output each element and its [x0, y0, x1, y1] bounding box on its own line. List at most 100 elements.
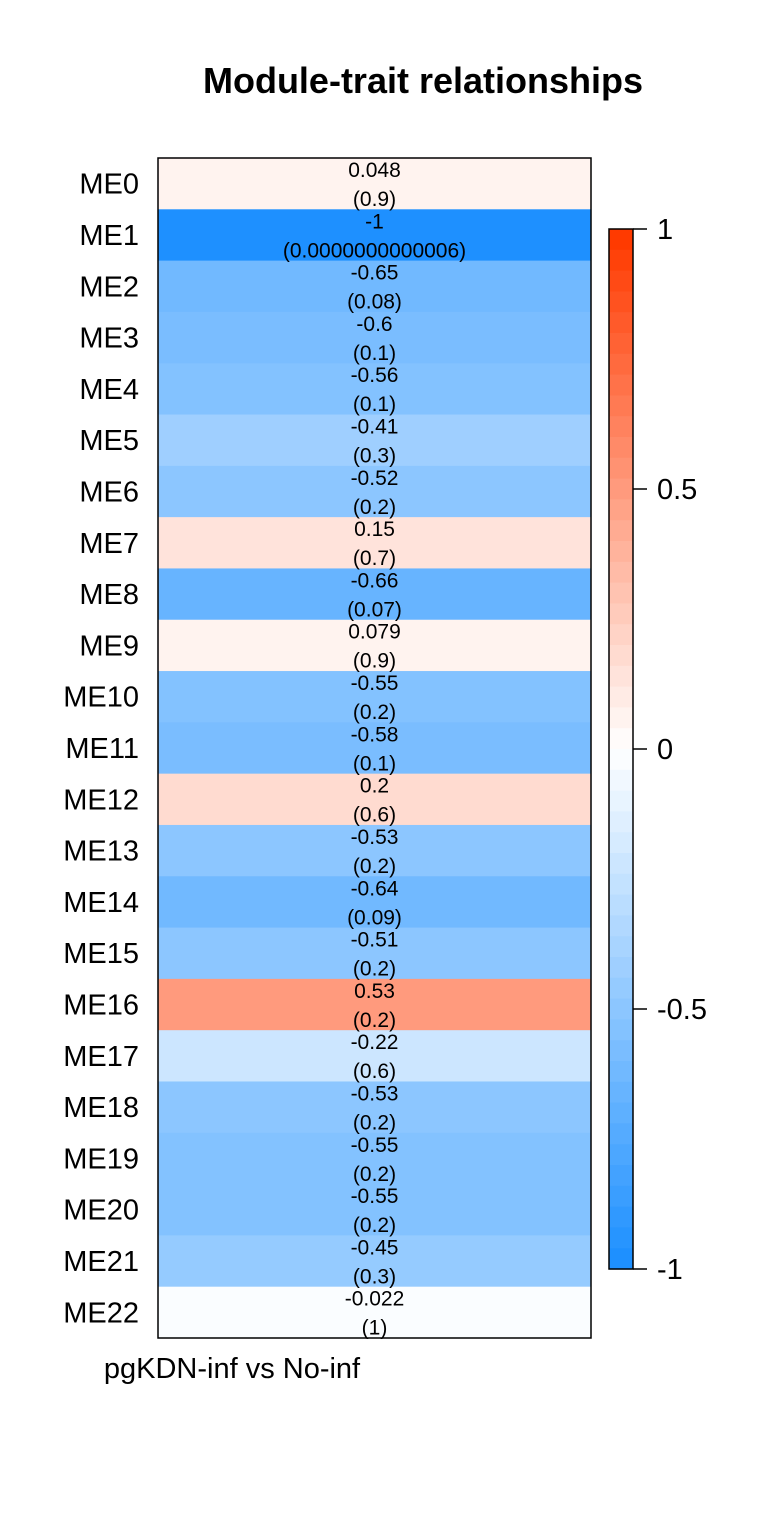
- row-label-me6: ME6: [79, 476, 139, 508]
- colorbar-segment: [609, 832, 633, 854]
- heatmap-cell-me5: [158, 414, 591, 467]
- colorbar-segment: [609, 353, 633, 376]
- cell-value-me16: 0.53: [354, 980, 395, 1003]
- colorbar-segment: [609, 894, 633, 916]
- heatmap-cell-me17: [158, 1030, 591, 1082]
- row-label-me12: ME12: [63, 784, 139, 816]
- cell-pvalue-me2: (0.08): [347, 291, 402, 314]
- row-label-me21: ME21: [63, 1246, 139, 1278]
- cell-pvalue-me5: (0.3): [353, 445, 396, 468]
- row-label-me22: ME22: [63, 1297, 139, 1329]
- cell-pvalue-me3: (0.1): [353, 342, 396, 365]
- colorbar-segment: [609, 395, 633, 417]
- heatmap-cell-me20: [158, 1184, 591, 1236]
- colorbar-segment: [609, 291, 633, 313]
- cell-value-me7: 0.15: [354, 518, 395, 541]
- heatmap-cell-me10: [158, 671, 591, 723]
- heatmap-cell-me19: [158, 1132, 591, 1185]
- cell-pvalue-me0: (0.9): [353, 188, 396, 211]
- heatmap-cell-me0: [158, 158, 591, 210]
- colorbar-segment: [609, 977, 633, 1000]
- colorbar-segment: [609, 1185, 633, 1208]
- colorbar-tick-label: 1: [657, 214, 673, 246]
- heatmap-cell-me1: [158, 209, 591, 262]
- cell-pvalue-me7: (0.7): [353, 547, 396, 570]
- heatmap-cell-me13: [158, 824, 591, 877]
- row-label-me17: ME17: [63, 1041, 139, 1073]
- colorbar-segment: [609, 915, 633, 937]
- row-label-me7: ME7: [79, 528, 139, 560]
- colorbar-segment: [609, 229, 633, 251]
- row-label-me15: ME15: [63, 938, 139, 970]
- cell-value-me3: -0.6: [356, 313, 392, 336]
- colorbar-segment: [609, 624, 633, 646]
- row-label-me2: ME2: [79, 271, 139, 303]
- row-label-me0: ME0: [79, 169, 139, 201]
- colorbar-segment: [609, 416, 633, 438]
- cell-pvalue-me10: (0.2): [353, 701, 396, 724]
- cell-value-me15: -0.51: [351, 929, 399, 952]
- colorbar-segment: [609, 811, 633, 833]
- cell-value-me2: -0.65: [351, 262, 399, 285]
- cell-pvalue-me12: (0.6): [353, 804, 396, 827]
- cell-value-me11: -0.58: [351, 723, 399, 746]
- cell-pvalue-me6: (0.2): [353, 496, 396, 519]
- row-label-me5: ME5: [79, 425, 139, 457]
- colorbar-segment: [609, 1227, 633, 1249]
- heatmap-cell-me15: [158, 927, 591, 980]
- colorbar-segment: [609, 437, 633, 459]
- plot-frame: [157, 157, 592, 1339]
- colorbar-tick-label: -0.5: [657, 994, 707, 1026]
- cell-value-me10: -0.55: [351, 672, 399, 695]
- cell-pvalue-me15: (0.2): [353, 958, 396, 981]
- colorbar-segment: [609, 1165, 633, 1187]
- heatmap-cell-me6: [158, 465, 591, 518]
- row-label-me13: ME13: [63, 836, 139, 868]
- colorbar-segment: [609, 312, 633, 334]
- row-label-me10: ME10: [63, 682, 139, 714]
- colorbar-segment: [609, 478, 633, 500]
- cell-value-me14: -0.64: [351, 877, 399, 900]
- cell-value-me13: -0.53: [351, 826, 399, 849]
- row-label-me3: ME3: [79, 323, 139, 355]
- colorbar-segment: [609, 1081, 633, 1104]
- colorbar-segment: [609, 1040, 633, 1062]
- colorbar-segment: [609, 541, 633, 563]
- heatmap-cell-me8: [158, 568, 591, 621]
- cell-value-me22: -0.022: [345, 1288, 405, 1311]
- row-labels: ME0 ME1 ME2 ME3 ME4 ME5 ME6 ME7 ME8 ME9 ME10 ME11 ME…: [63, 169, 139, 1330]
- cell-value-me9: 0.079: [348, 621, 401, 644]
- colorbar-segment: [609, 873, 633, 896]
- heatmap-cell-me18: [158, 1081, 591, 1134]
- colorbar-segment: [609, 998, 633, 1020]
- colorbar-legend: 1 0.5 0 -0.5 -1: [608, 214, 707, 1286]
- heatmap-cell-me9: [158, 619, 591, 672]
- chart-title: Module-trait relationships: [203, 60, 643, 101]
- cell-value-me8: -0.66: [351, 569, 399, 592]
- colorbar-segment: [609, 790, 633, 812]
- cell-value-me0: 0.048: [348, 159, 401, 182]
- colorbar-segment: [609, 1061, 633, 1083]
- cell-value-me17: -0.22: [351, 1031, 399, 1054]
- cell-pvalue-me14: (0.09): [347, 906, 402, 929]
- cell-value-me18: -0.53: [351, 1082, 399, 1105]
- row-label-me8: ME8: [79, 579, 139, 611]
- cell-pvalue-me1: (0.0000000000006): [283, 239, 466, 262]
- cell-value-me6: -0.52: [351, 467, 399, 490]
- colorbar-segment: [609, 603, 633, 625]
- colorbar-segment: [609, 270, 633, 292]
- colorbar-tick-label: -1: [657, 1254, 683, 1286]
- colorbar-segment: [609, 561, 633, 584]
- row-label-me14: ME14: [63, 887, 139, 919]
- colorbar-segment: [609, 249, 633, 272]
- cell-pvalue-me18: (0.2): [353, 1111, 396, 1134]
- colorbar-tick-label: 0.5: [657, 474, 697, 506]
- colorbar-segment: [609, 645, 633, 667]
- colorbar-segment: [609, 1206, 633, 1228]
- row-label-me18: ME18: [63, 1092, 139, 1124]
- cell-value-me5: -0.41: [351, 416, 399, 439]
- cell-value-me12: 0.2: [360, 775, 389, 798]
- colorbar-segment: [609, 333, 633, 355]
- colorbar-segment: [609, 936, 633, 958]
